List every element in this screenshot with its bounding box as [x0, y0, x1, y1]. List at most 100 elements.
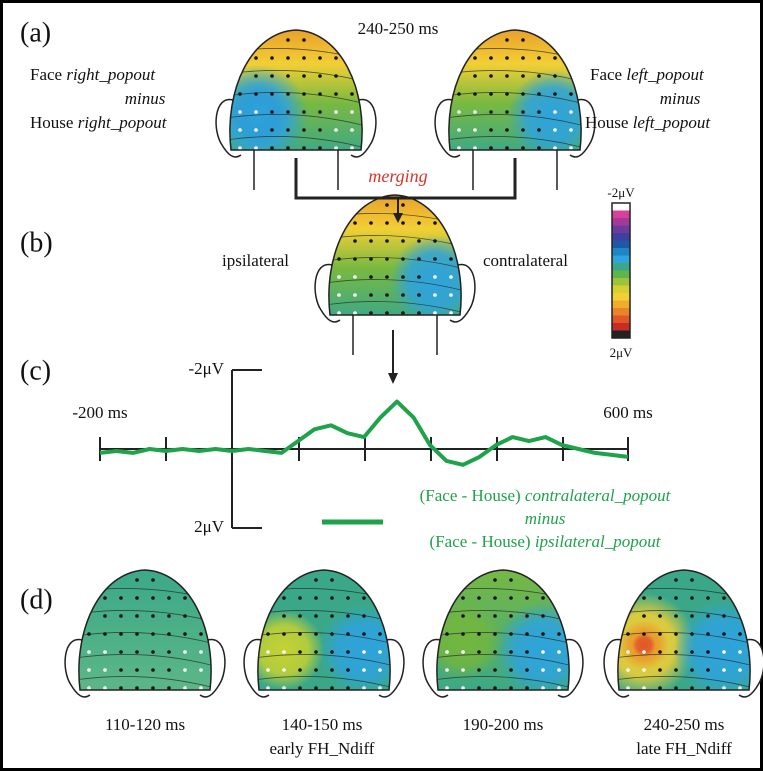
electrode — [706, 632, 710, 636]
electrode — [119, 596, 123, 600]
electrode — [401, 239, 405, 243]
electrode — [183, 668, 187, 672]
colorbar-cell — [612, 308, 630, 316]
head-fill — [436, 570, 570, 690]
electrode — [385, 221, 389, 225]
electrode — [477, 650, 481, 654]
colorbar-cell — [612, 203, 630, 211]
electrode — [385, 275, 389, 279]
colorbar-cell — [612, 233, 630, 241]
electrode — [369, 221, 373, 225]
time-label: 140-150 ms — [282, 715, 363, 734]
contour — [448, 136, 582, 149]
electrode — [738, 650, 742, 654]
electrode — [298, 668, 302, 672]
electrode — [298, 650, 302, 654]
electrode — [318, 92, 322, 96]
electrode — [318, 110, 322, 114]
electrode — [151, 596, 155, 600]
electrode — [626, 650, 630, 654]
condition-line: Face left_popout — [590, 65, 705, 84]
electrode — [557, 686, 561, 690]
electrode — [318, 146, 322, 150]
electrode — [626, 668, 630, 672]
electrode — [569, 92, 573, 96]
electrode — [417, 257, 421, 261]
electrode — [254, 56, 258, 60]
electrode — [473, 74, 477, 78]
electrode — [314, 578, 318, 582]
electrode — [330, 668, 334, 672]
electrode — [199, 668, 203, 672]
electrode — [642, 668, 646, 672]
condition: left_popout — [633, 113, 712, 132]
electrode — [473, 128, 477, 132]
electrode — [493, 596, 497, 600]
electrode — [722, 668, 726, 672]
electrode — [330, 596, 334, 600]
electrode — [346, 596, 350, 600]
electrode — [658, 668, 662, 672]
electrode — [151, 632, 155, 636]
electrode — [286, 146, 290, 150]
electrode — [706, 668, 710, 672]
electrode — [369, 239, 373, 243]
electrode — [302, 128, 306, 132]
head — [434, 29, 596, 190]
electrode — [135, 668, 139, 672]
electrode — [199, 650, 203, 654]
colorbar-cell — [612, 248, 630, 256]
electrode — [722, 686, 726, 690]
arrow-head — [388, 373, 398, 384]
electrode — [270, 110, 274, 114]
electrode — [706, 686, 710, 690]
colorbar-cell — [612, 278, 630, 286]
legend-line: (Face - House) ipsilateral_popout — [430, 532, 662, 551]
electrode — [337, 257, 341, 261]
electrode — [350, 146, 354, 150]
electrode — [690, 614, 694, 618]
head-outline — [257, 569, 391, 691]
electrode — [537, 74, 541, 78]
electrode — [369, 293, 373, 297]
electrode — [286, 128, 290, 132]
electrode — [314, 596, 318, 600]
electrode — [690, 668, 694, 672]
electrode — [477, 614, 481, 618]
electrode — [254, 110, 258, 114]
electrode — [674, 668, 678, 672]
electrode — [477, 668, 481, 672]
electrode — [254, 128, 258, 132]
electrode — [658, 614, 662, 618]
electrode — [298, 686, 302, 690]
legend-condition: contralateral_popout — [525, 486, 672, 505]
electrode — [350, 92, 354, 96]
head — [243, 569, 405, 698]
electrode — [722, 650, 726, 654]
word: House — [585, 113, 628, 132]
word: Face — [30, 65, 62, 84]
electrode — [353, 239, 357, 243]
electrode — [119, 614, 123, 618]
electrode — [505, 74, 509, 78]
waveform-plot: -200 ms 600 ms -2μV 2μV — [72, 359, 652, 536]
electrode — [553, 56, 557, 60]
electrode — [330, 614, 334, 618]
electrode — [266, 632, 270, 636]
electrode — [445, 686, 449, 690]
electrode — [103, 650, 107, 654]
contour — [257, 654, 391, 667]
electrode — [330, 686, 334, 690]
electrode — [541, 650, 545, 654]
electrode — [489, 110, 493, 114]
electrode — [298, 632, 302, 636]
electrode — [509, 632, 513, 636]
electrode — [525, 650, 529, 654]
electrode — [521, 56, 525, 60]
head-fill — [448, 30, 582, 150]
component-label: early FH_Ndiff — [270, 739, 375, 758]
electrode — [167, 668, 171, 672]
colorbar-cell — [612, 293, 630, 301]
electrode — [473, 110, 477, 114]
time-label: 190-200 ms — [463, 715, 544, 734]
